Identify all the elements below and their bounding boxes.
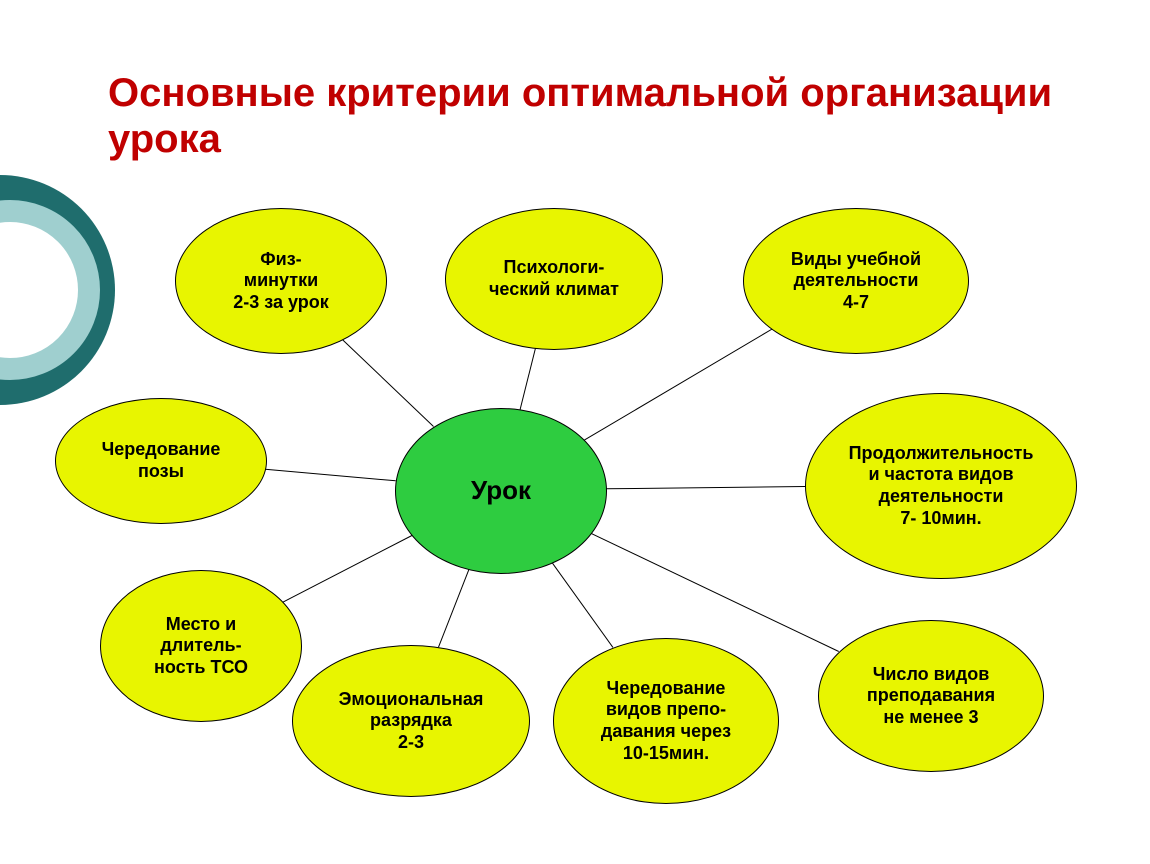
outer-node-tso: Место и длитель- ность ТСО [100, 570, 302, 722]
outer-node-posture-label: Чередование позы [96, 433, 227, 488]
diagram-edge [438, 568, 469, 647]
diagram-edge [605, 487, 805, 489]
outer-node-altteach-label: Чередование видов препо- давания через 1… [595, 672, 737, 770]
outer-node-types: Виды учебной деятельности 4-7 [743, 208, 969, 354]
diagram-edge [520, 347, 536, 409]
center-node-label: Урок [465, 469, 537, 512]
outer-node-altteach: Чередование видов препо- давания через 1… [553, 638, 779, 804]
outer-node-phys-label: Физ- минутки 2-3 за урок [227, 243, 335, 320]
diagram-edge [341, 338, 433, 426]
diagram-edge [590, 533, 839, 652]
outer-node-numteach-label: Число видов преподавания не менее 3 [861, 658, 1001, 735]
outer-node-emotion: Эмоциональная разрядка 2-3 [292, 645, 530, 797]
diagram-edge [584, 329, 773, 441]
center-node: Урок [395, 408, 607, 574]
outer-node-types-label: Виды учебной деятельности 4-7 [785, 243, 927, 320]
outer-node-phys: Физ- минутки 2-3 за урок [175, 208, 387, 354]
outer-node-psych-label: Психологи- ческий климат [483, 251, 625, 306]
outer-node-duration-label: Продолжительность и частота видов деятел… [843, 437, 1040, 535]
outer-node-emotion-label: Эмоциональная разрядка 2-3 [333, 683, 490, 760]
outer-node-tso-label: Место и длитель- ность ТСО [148, 608, 254, 685]
outer-node-duration: Продолжительность и частота видов деятел… [805, 393, 1077, 579]
diagram-edge [264, 469, 396, 481]
outer-node-psych: Психологи- ческий климат [445, 208, 663, 350]
diagram-edge [282, 535, 412, 602]
slide-title: Основные критерии оптимальной организаци… [108, 70, 1068, 162]
outer-node-posture: Чередование позы [55, 398, 267, 524]
diagram-edge [551, 562, 613, 648]
outer-node-numteach: Число видов преподавания не менее 3 [818, 620, 1044, 772]
